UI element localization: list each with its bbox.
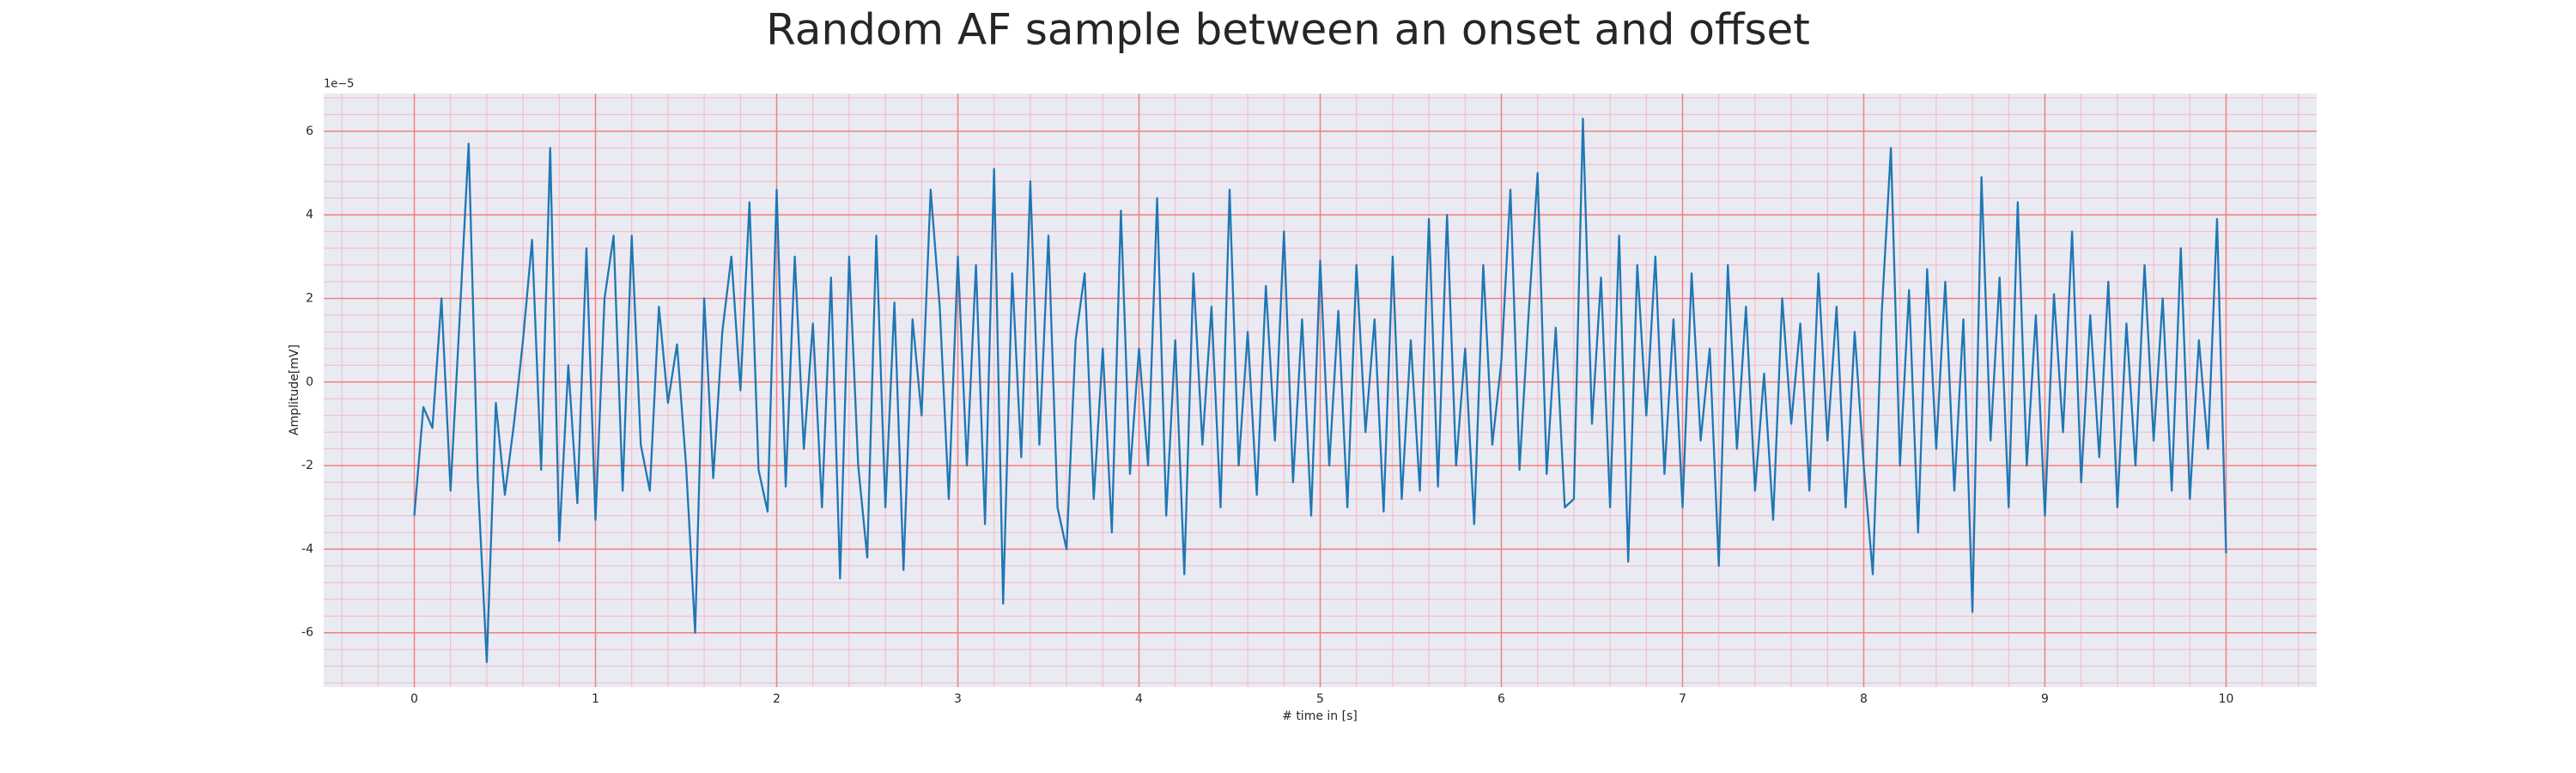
y-tick-label: 6	[306, 125, 313, 138]
y-tick-label: -2	[301, 459, 313, 472]
x-tick-label: 2	[773, 692, 781, 706]
x-tick-label: 8	[1860, 692, 1868, 706]
x-tick-label: 0	[410, 692, 418, 706]
x-tick-label: 4	[1135, 692, 1143, 706]
y-axis-label: Amplitude[mV]	[288, 344, 301, 435]
y-tick-label: 4	[306, 208, 313, 222]
x-tick-label: 7	[1679, 692, 1686, 706]
plot-area	[324, 94, 2317, 687]
x-tick-label: 3	[954, 692, 962, 706]
y-offset-label: 1e−5	[324, 78, 354, 91]
y-tick-label: 0	[306, 375, 313, 389]
x-tick-label: 5	[1316, 692, 1324, 706]
y-tick-label: -6	[301, 626, 313, 640]
x-tick-label: 9	[2041, 692, 2049, 706]
x-tick-label: 10	[2219, 692, 2234, 706]
chart-title: Random AF sample between an onset and of…	[766, 5, 1810, 55]
x-tick-label: 1	[592, 692, 599, 706]
x-axis-label: # time in [s]	[1282, 709, 1358, 723]
y-tick-label: 2	[306, 291, 313, 305]
y-tick-label: -4	[301, 542, 313, 556]
signal-line	[413, 118, 2227, 663]
x-tick-label: 6	[1498, 692, 1505, 706]
